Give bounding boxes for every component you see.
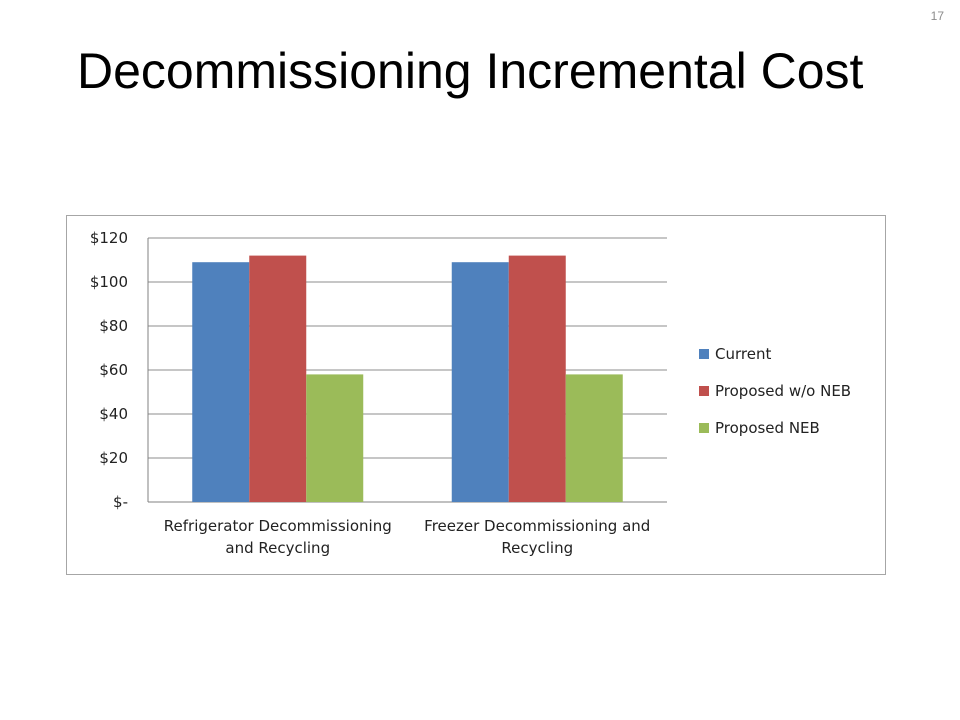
bar-proposed-w-o-neb <box>249 255 307 502</box>
y-tick-label: $100 <box>90 273 128 291</box>
slide-number: 17 <box>930 9 944 23</box>
bar-proposed-w-o-neb <box>508 255 566 502</box>
y-tick-label: $80 <box>99 317 128 335</box>
bars <box>192 255 623 502</box>
y-tick-label: $40 <box>99 405 128 423</box>
bar-current <box>451 262 509 502</box>
legend-label: Proposed NEB <box>715 419 820 437</box>
slide-title: Decommissioning Incremental Cost <box>77 43 864 99</box>
y-tick-label: $- <box>113 493 128 511</box>
legend: Current Proposed w/o NEB Proposed NEB <box>699 345 851 437</box>
chart-frame: $- $20 $40 $60 $80 $100 $120 Refrigerator Deco… <box>66 215 886 575</box>
x-category-label: Freezer Decommissioning and Recycling <box>424 517 650 557</box>
legend-swatch <box>699 423 709 433</box>
bar-proposed-neb <box>306 374 364 502</box>
legend-label: Current <box>715 345 771 363</box>
y-axis-ticks: $- $20 $40 $60 $80 $100 $120 <box>90 229 128 511</box>
y-tick-label: $120 <box>90 229 128 247</box>
y-tick-label: $20 <box>99 449 128 467</box>
y-tick-label: $60 <box>99 361 128 379</box>
x-axis-categories: Refrigerator Decommissioning and Recyclin… <box>164 517 651 557</box>
legend-swatch <box>699 386 709 396</box>
legend-label: Proposed w/o NEB <box>715 382 851 400</box>
x-category-label: Refrigerator Decommissioning and Recyclin… <box>164 517 392 557</box>
bar-chart: $- $20 $40 $60 $80 $100 $120 Refrigerator Deco… <box>90 229 851 557</box>
bar-current <box>192 262 250 502</box>
legend-swatch <box>699 349 709 359</box>
bar-proposed-neb <box>565 374 623 502</box>
